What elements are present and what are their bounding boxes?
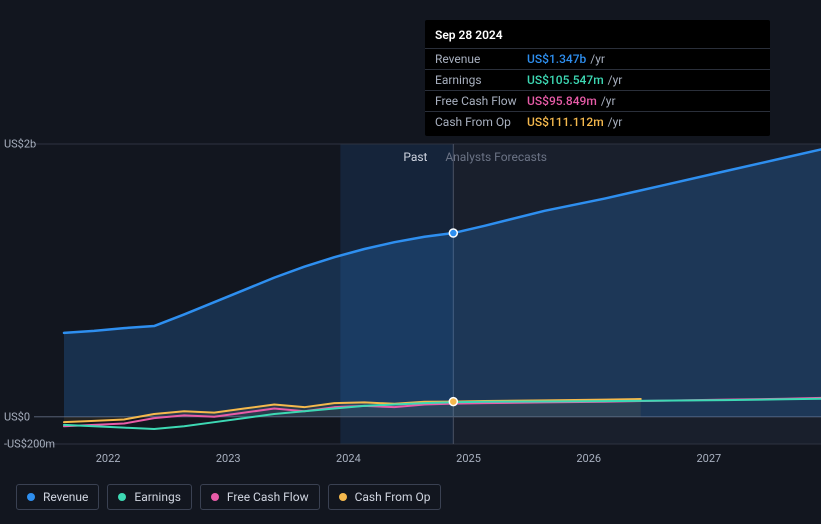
legend: Revenue Earnings Free Cash Flow Cash From O… <box>16 484 441 510</box>
tooltip-row-value: US$1.347b <box>527 52 586 66</box>
x-axis-label: 2025 <box>456 452 481 465</box>
forecast-label: Analysts Forecasts <box>445 150 547 164</box>
legend-label: Earnings <box>134 490 181 504</box>
tooltip-row-unit: /yr <box>590 52 605 66</box>
legend-item-revenue[interactable]: Revenue <box>16 484 99 510</box>
tooltip-row-unit: /yr <box>601 94 616 108</box>
tooltip-row: EarningsUS$105.547m/yr <box>425 70 770 91</box>
tooltip-row: RevenueUS$1.347b/yr <box>425 49 770 70</box>
legend-item-earnings[interactable]: Earnings <box>107 484 192 510</box>
legend-item-cash_from_op[interactable]: Cash From Op <box>328 484 442 510</box>
x-axis-label: 2026 <box>576 452 601 465</box>
x-axis-label: 2023 <box>216 452 241 465</box>
x-axis-label: 2022 <box>96 452 121 465</box>
tooltip-row-unit: /yr <box>608 73 623 87</box>
tooltip-row-label: Revenue <box>435 52 527 66</box>
past-label: Past <box>403 150 427 164</box>
x-axis-label: 2027 <box>696 452 721 465</box>
y-axis-label: US$2b <box>4 138 36 151</box>
tooltip-row-label: Free Cash Flow <box>435 94 527 108</box>
x-axis-label: 2024 <box>336 452 361 465</box>
legend-label: Cash From Op <box>355 490 431 504</box>
legend-item-free_cash_flow[interactable]: Free Cash Flow <box>200 484 320 510</box>
tooltip-row-value: US$111.112m <box>527 115 604 129</box>
tooltip-row-label: Earnings <box>435 73 527 87</box>
tooltip-row: Cash From OpUS$111.112m/yr <box>425 112 770 132</box>
tooltip: Sep 28 2024 RevenueUS$1.347b/yrEarningsU… <box>425 20 770 136</box>
legend-dot-icon <box>118 493 126 501</box>
tooltip-row-unit: /yr <box>608 115 623 129</box>
tooltip-row-value: US$105.547m <box>527 73 604 87</box>
y-axis-label: -US$200m <box>4 438 55 451</box>
tooltip-rows: RevenueUS$1.347b/yrEarningsUS$105.547m/y… <box>425 49 770 132</box>
legend-dot-icon <box>27 493 35 501</box>
tooltip-row-value: US$95.849m <box>527 94 597 108</box>
tooltip-date: Sep 28 2024 <box>425 24 770 49</box>
tooltip-row: Free Cash FlowUS$95.849m/yr <box>425 91 770 112</box>
y-axis-label: US$0 <box>4 410 30 423</box>
tooltip-row-label: Cash From Op <box>435 115 527 129</box>
legend-dot-icon <box>211 493 219 501</box>
legend-label: Revenue <box>43 490 88 504</box>
legend-dot-icon <box>339 493 347 501</box>
legend-label: Free Cash Flow <box>227 490 309 504</box>
